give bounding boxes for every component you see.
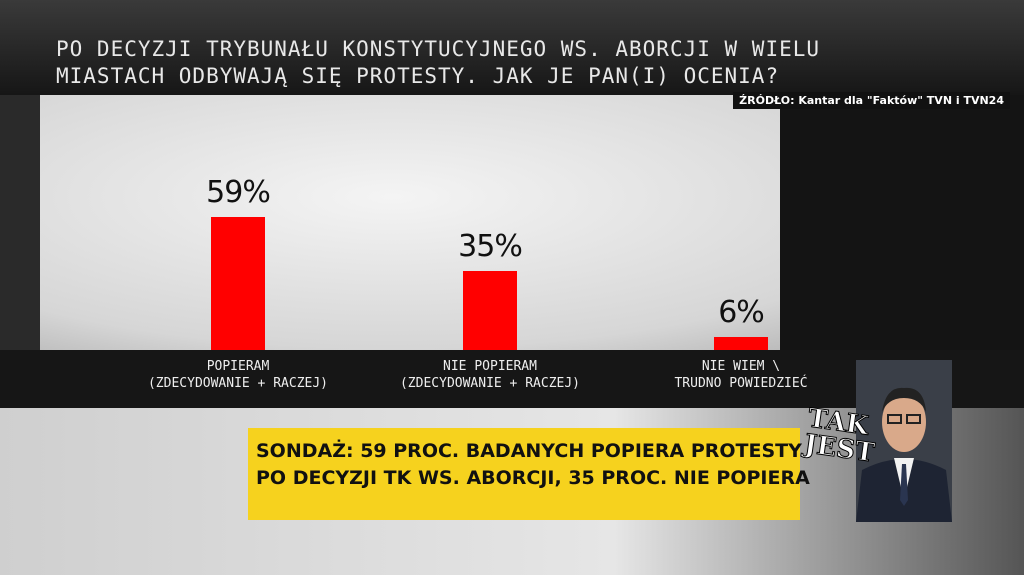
x-tick-label: POPIERAM (ZDECYDOWANIE + RACZEJ)	[147, 359, 328, 391]
chart-title: PO DECYZJI TRYBUNAŁU KONSTYTUCYJNEGO WS.…	[56, 37, 821, 88]
show-logo: TAK JEST	[802, 403, 880, 469]
value-label: 59%	[206, 175, 271, 211]
label-band	[0, 350, 1024, 408]
bar	[211, 217, 265, 350]
value-label: 35%	[458, 229, 523, 265]
x-tick-label: NIE WIEM \ TRUDNO POWIEDZIEĆ	[674, 359, 808, 391]
caption-line: SONDAŻ: 59 PROC. BADANYCH POPIERA PROTES…	[256, 440, 802, 462]
presenter	[856, 360, 952, 522]
bar	[463, 271, 517, 350]
bar	[714, 336, 768, 350]
x-tick-label: NIE POPIERAM (ZDECYDOWANIE + RACZEJ)	[399, 359, 580, 391]
caption-box: SONDAŻ: 59 PROC. BADANYCH POPIERA PROTES…	[248, 428, 810, 520]
title-band	[0, 0, 1024, 95]
source: ŹRÓDŁO: Kantar dla "Faktów" TVN i TVN24	[733, 92, 1010, 109]
caption-line: PO DECYZJI TK WS. ABORCJI, 35 PROC. NIE …	[256, 467, 810, 489]
value-label: 6%	[718, 294, 765, 330]
